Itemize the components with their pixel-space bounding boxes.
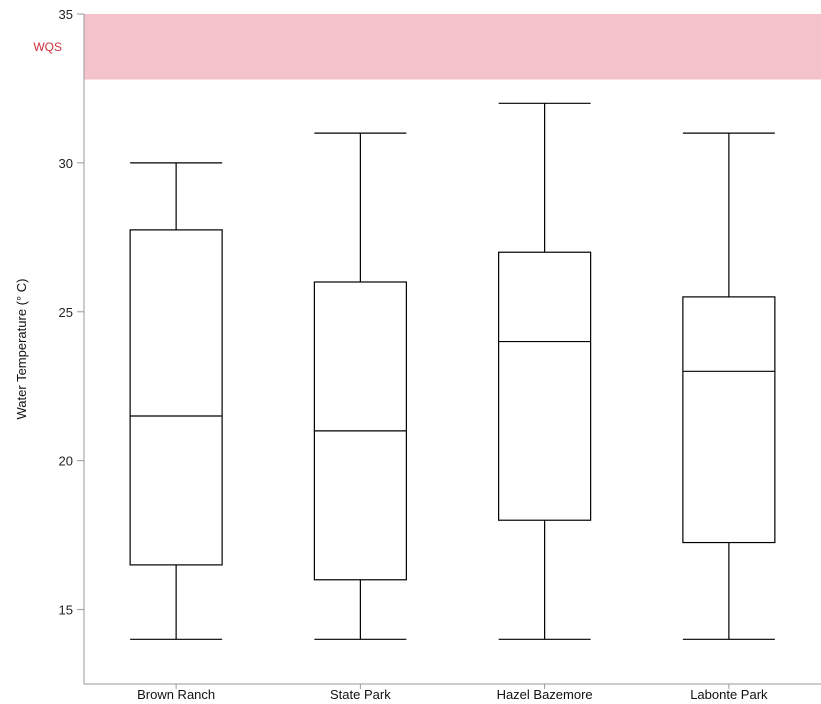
- iqr-box: [498, 251, 592, 521]
- boxes-layer: [129, 102, 776, 640]
- wqs-band: [84, 14, 821, 80]
- box-1: [129, 162, 223, 640]
- x-category-label: Hazel Bazemore: [497, 687, 593, 702]
- x-category-label: Brown Ranch: [137, 687, 215, 702]
- axis-layer: 15 20 25 30 35 Brown Ranch State Park Hazel Baz…: [59, 7, 821, 702]
- x-category-label: State Park: [330, 687, 391, 702]
- iqr-box: [682, 296, 776, 544]
- y-tick-label: 25: [59, 305, 73, 320]
- box-3: [498, 102, 592, 640]
- y-tick-label: 35: [59, 7, 73, 22]
- y-tick-label: 15: [59, 603, 73, 618]
- box-4: [682, 132, 776, 640]
- wqs-band-label: WQS: [33, 40, 62, 54]
- y-axis-title: Water Temperature (° C): [14, 278, 29, 419]
- y-tick-label: 30: [59, 156, 73, 171]
- x-category-label: Labonte Park: [690, 687, 768, 702]
- wqs-band-layer: WQS: [33, 14, 821, 80]
- box-2: [313, 132, 407, 640]
- iqr-box: [129, 229, 223, 566]
- y-tick-label: 20: [59, 454, 73, 469]
